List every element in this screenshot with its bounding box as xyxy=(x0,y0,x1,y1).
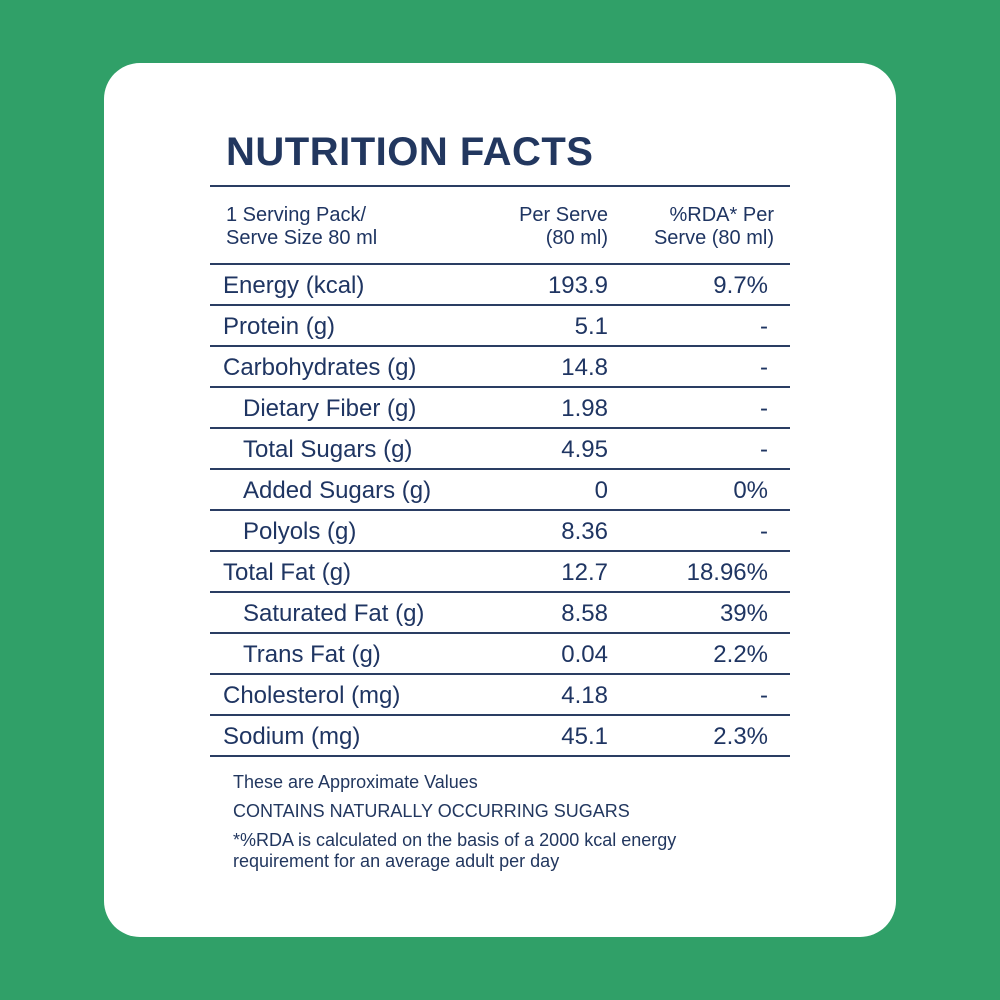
row-rda: - xyxy=(760,682,768,709)
row-value: 8.36 xyxy=(561,518,608,545)
table-row: Trans Fat (g) 0.04 2.2% xyxy=(210,634,790,673)
row-divider xyxy=(210,714,790,716)
row-divider xyxy=(210,427,790,429)
row-label: Protein (g) xyxy=(223,313,336,340)
row-divider xyxy=(210,386,790,388)
row-divider xyxy=(210,673,790,675)
row-rda: 9.7% xyxy=(713,272,768,299)
table-body: Energy (kcal) 193.9 9.7% Protein (g) 5.1- Car… xyxy=(210,265,790,757)
row-divider xyxy=(210,509,790,511)
row-divider xyxy=(210,632,790,634)
table-row: Sodium (mg) 45.1 2.3% xyxy=(210,716,790,755)
row-value: 4.95 xyxy=(561,436,608,463)
row-rda: 2.2% xyxy=(713,641,768,668)
row-divider xyxy=(210,755,790,757)
row-divider xyxy=(210,591,790,593)
table-row: Total Fat (g) 12.7 18.96% xyxy=(210,552,790,591)
row-value: 14.8 xyxy=(561,354,608,381)
table-row: Polyols (g) 8.36 - xyxy=(210,511,790,550)
row-value: 1.98 xyxy=(561,395,608,422)
row-divider xyxy=(210,550,790,552)
row-divider xyxy=(210,304,790,306)
table-row: Dietary Fiber (g) 1.98 - xyxy=(210,388,790,427)
row-rda: - xyxy=(760,395,768,422)
note-rda-line1: *%RDA is calculated on the basis of a 20… xyxy=(233,830,677,850)
table-row: Saturated Fat (g) 8.58 39% xyxy=(210,593,790,632)
table-row: Cholesterol (mg) 4.18 - xyxy=(210,675,790,714)
table-row: Carbohydrates (g) 14.8 - xyxy=(210,347,790,386)
note-approximate: These are Approximate Values xyxy=(233,772,478,792)
row-rda: - xyxy=(760,518,768,545)
note-sugars: CONTAINS NATURALLY OCCURRING SUGARS xyxy=(233,801,630,821)
row-value: 12.7 xyxy=(561,559,608,586)
table-row: Total Sugars (g) 4.95 - xyxy=(210,429,790,468)
row-label: Dietary Fiber (g) xyxy=(243,395,417,422)
row-value: 45.1 xyxy=(561,723,608,750)
row-label: Energy (kcal) xyxy=(223,272,365,299)
row-value: 8.58 xyxy=(561,600,608,627)
row-rda: 0% xyxy=(733,477,768,504)
row-label: Saturated Fat (g) xyxy=(243,600,425,627)
row-value: 0.04 xyxy=(561,641,608,668)
row-rda: - xyxy=(760,313,768,340)
row-rda: - xyxy=(760,436,768,463)
row-label: Total Sugars (g) xyxy=(243,436,413,463)
row-rda: - xyxy=(760,354,768,381)
row-label: Polyols (g) xyxy=(243,518,357,545)
row-divider xyxy=(210,345,790,347)
table-top-rule xyxy=(210,185,790,187)
header-rda: %RDA* Per Serve (80 ml) xyxy=(653,204,774,249)
nutrition-card xyxy=(104,63,896,937)
header-per-serve: Per Serve (80 ml) xyxy=(519,204,608,249)
row-value: 5.1 xyxy=(574,313,608,340)
row-label: Added Sugars (g) xyxy=(243,477,432,504)
row-label: Cholesterol (mg) xyxy=(223,682,401,709)
row-rda: 18.96% xyxy=(686,559,768,586)
table-row: Energy (kcal) 193.9 9.7% xyxy=(210,265,790,304)
row-value: 0 xyxy=(594,477,608,504)
row-rda: 2.3% xyxy=(713,723,768,750)
note-rda-line2: requirement for an average adult per day xyxy=(233,851,560,871)
table-row: Added Sugars (g) 0 0% xyxy=(210,470,790,509)
row-rda: 39% xyxy=(719,600,768,627)
row-divider xyxy=(210,468,790,470)
row-label: Total Fat (g) xyxy=(223,559,352,586)
footnotes: These are Approximate Values CONTAINS NA… xyxy=(233,772,676,872)
row-value: 193.9 xyxy=(547,272,608,299)
table-row: Protein (g) 5.1 - xyxy=(210,306,790,345)
table-header: 1 Serving Pack/ Serve Size 80 ml Per Ser… xyxy=(210,187,790,263)
row-value: 4.18 xyxy=(561,682,608,709)
page-title: NUTRITION FACTS xyxy=(226,130,594,174)
row-label: Sodium (mg) xyxy=(223,723,361,750)
nutrition-table: 1 Serving Pack/ Serve Size 80 ml Per Ser… xyxy=(210,185,790,757)
table-header-rule xyxy=(210,263,790,265)
row-label: Carbohydrates (g) xyxy=(223,354,417,381)
header-serving-size: 1 Serving Pack/ Serve Size 80 ml xyxy=(226,204,378,249)
note-rda: *%RDA is calculated on the basis of a 20… xyxy=(233,830,676,872)
row-label: Trans Fat (g) xyxy=(243,641,381,668)
